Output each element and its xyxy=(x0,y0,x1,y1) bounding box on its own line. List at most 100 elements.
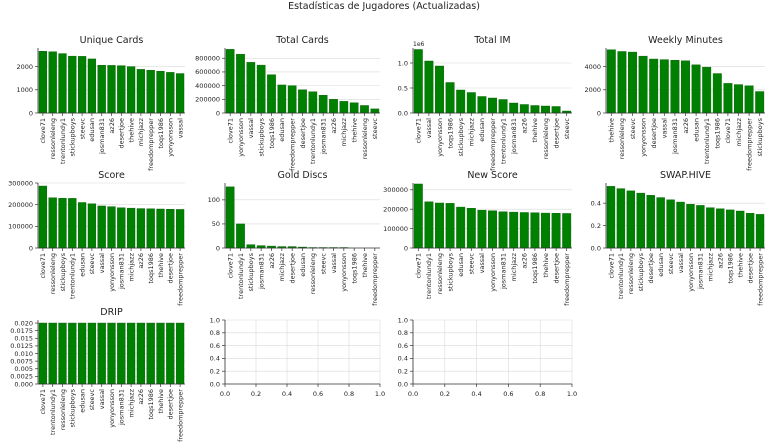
y-tick-label-7-0: 0.0 xyxy=(591,244,601,252)
bar-2-11 xyxy=(531,106,539,114)
bar-7-7 xyxy=(677,202,685,248)
x-tick-label-8-12: thehive xyxy=(157,389,165,413)
x-tick-label-4-10: az26 xyxy=(137,253,145,269)
x-tick-label-8-1: trentonlundy1 xyxy=(49,389,57,435)
bar-1-6 xyxy=(288,86,296,113)
chart-title-5: Gold Discs xyxy=(278,170,328,181)
x-tick-label-0-7: az26 xyxy=(108,118,116,134)
x-tick-label-2-4: stickupboys xyxy=(457,117,465,156)
bar-1-1 xyxy=(236,54,244,113)
x-tick-label-5-5: michjazz xyxy=(278,252,286,281)
bar-2-2 xyxy=(435,66,443,113)
y-tick-label-0-0: 0 xyxy=(29,109,33,117)
chart-title-4: Score xyxy=(98,170,125,181)
y-tick-label-10-2: 0.4 xyxy=(398,355,408,363)
x-tick-label-0-13: yonyonsson xyxy=(167,118,175,157)
bar-3-14 xyxy=(755,92,763,113)
y-tick-label-6-1: 100000 xyxy=(383,225,408,233)
bar-7-2 xyxy=(627,191,635,248)
bar-8-5 xyxy=(88,323,96,384)
x-tick-label-0-2: trentonlundy1 xyxy=(59,118,67,164)
x-tick-label-5-10: vassal xyxy=(330,253,338,274)
bar-0-7 xyxy=(108,65,116,113)
y-tick-label-4-1: 100000 xyxy=(8,223,33,231)
bar-6-13 xyxy=(552,213,560,248)
x-tick-label-2-10: az26 xyxy=(521,118,529,134)
x-tick-label-4-14: freedomprepper xyxy=(176,253,184,306)
bar-6-1 xyxy=(425,202,433,248)
y-tick-label-4-0: 0 xyxy=(29,244,33,252)
bar-7-12 xyxy=(726,210,734,248)
x-tick-label-3-10: toqs1986 xyxy=(714,118,722,149)
y-tick-label-0-2: 2000 xyxy=(16,63,33,71)
bar-7-8 xyxy=(686,204,694,248)
x-tick-label-6-11: toqs1986 xyxy=(531,253,539,284)
bar-6-14 xyxy=(562,213,570,248)
bar-7-4 xyxy=(647,195,655,248)
bar-7-1 xyxy=(617,189,625,248)
x-tick-label-8-2: ressonleleng xyxy=(59,389,67,430)
y-tick-label-5-2: 100 xyxy=(208,196,220,204)
y-tick-label-6-0: 0 xyxy=(404,244,408,252)
x-tick-label-10-3: 0.6 xyxy=(503,390,513,398)
bar-0-9 xyxy=(127,67,135,113)
x-tick-label-7-5: edusan xyxy=(657,253,665,277)
x-tick-label-1-0: clove71 xyxy=(226,118,234,143)
y-tick-label-10-1: 0.2 xyxy=(398,368,408,376)
x-tick-label-9-4: 0.8 xyxy=(344,390,354,398)
x-tick-label-6-2: ressonleleng xyxy=(436,253,444,294)
y-tick-label-8-6: 0.015 xyxy=(14,335,33,343)
bar-2-7 xyxy=(488,98,496,113)
bar-3-6 xyxy=(671,60,679,113)
y-tick-label-5-1: 50 xyxy=(212,220,220,228)
bar-0-8 xyxy=(117,66,125,113)
bar-0-11 xyxy=(147,70,155,113)
bar-8-2 xyxy=(59,323,67,384)
bar-6-2 xyxy=(435,203,443,248)
bar-6-8 xyxy=(499,212,507,248)
y-tick-label-8-4: 0.010 xyxy=(14,350,33,358)
x-tick-label-2-13: desertjoe xyxy=(552,118,560,149)
y-tick-label-8-5: 0.0125 xyxy=(10,342,33,350)
x-tick-label-3-1: ressonleleng xyxy=(618,118,626,159)
x-tick-label-2-7: freedomprepper xyxy=(489,118,497,171)
bar-7-10 xyxy=(706,208,714,248)
bar-3-4 xyxy=(649,59,657,113)
bar-3-2 xyxy=(628,52,636,113)
bar-1-7 xyxy=(298,90,306,113)
x-tick-label-6-12: thehive xyxy=(542,253,550,277)
bar-1-4 xyxy=(267,75,275,113)
y-tick-label-9-3: 0.6 xyxy=(210,342,220,350)
x-tick-label-0-6: josman831 xyxy=(98,118,106,155)
bar-8-4 xyxy=(78,323,86,384)
y-tick-label-9-1: 0.2 xyxy=(210,368,220,376)
y-tick-label-8-8: 0.020 xyxy=(14,319,33,327)
bar-0-14 xyxy=(176,74,184,113)
bar-6-6 xyxy=(478,210,486,248)
bar-0-12 xyxy=(157,71,165,113)
bar-4-8 xyxy=(117,208,125,248)
bar-4-9 xyxy=(127,208,135,248)
x-tick-label-6-13: desertjoe xyxy=(552,253,560,284)
x-tick-label-1-13: ressonleleng xyxy=(361,118,369,159)
x-tick-label-0-4: steevc xyxy=(78,118,86,140)
bar-4-6 xyxy=(98,206,106,248)
bar-4-2 xyxy=(59,198,67,248)
x-tick-label-8-8: josman831 xyxy=(118,389,126,426)
x-tick-label-6-4: edusan xyxy=(457,253,465,277)
x-tick-label-2-14: steevc xyxy=(563,118,571,140)
y-tick-label-8-0: 0.000 xyxy=(14,380,33,388)
x-tick-label-7-10: michjazz xyxy=(707,252,715,281)
y-tick-label-10-5: 1.0 xyxy=(398,316,408,324)
y-tick-label-9-2: 0.4 xyxy=(210,355,220,363)
bar-1-14 xyxy=(371,109,379,113)
y-tick-label-4-3: 300000 xyxy=(8,179,33,187)
y-tick-label-9-5: 1.0 xyxy=(210,316,220,324)
bar-3-5 xyxy=(660,60,668,113)
bar-3-0 xyxy=(607,50,615,113)
y-tick-label-8-1: 0.0025 xyxy=(10,373,33,381)
x-tick-label-4-8: josman831 xyxy=(118,253,126,290)
x-tick-label-2-11: thehive xyxy=(531,118,539,142)
x-tick-label-4-5: steevc xyxy=(88,253,96,275)
